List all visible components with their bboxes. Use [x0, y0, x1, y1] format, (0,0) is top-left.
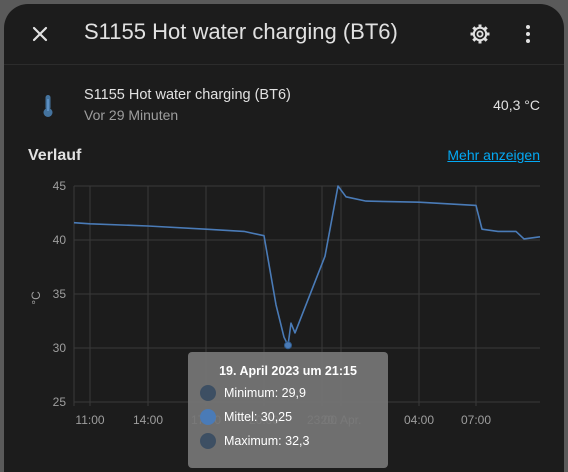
gear-icon: [470, 24, 490, 44]
header-divider: [4, 64, 564, 65]
entity-state: 40,3 °C: [493, 97, 540, 113]
y-tick-label: 25: [53, 395, 67, 409]
x-tick-label: 07:00: [461, 413, 491, 427]
tooltip-row-maximum: Maximum: 32,3: [200, 432, 309, 450]
x-tick-label: 04:00: [404, 413, 434, 427]
legend-dot-icon: [200, 385, 216, 401]
tooltip-row-mean: Mittel: 30,25: [200, 408, 292, 426]
y-tick-label: 35: [53, 287, 67, 301]
dots-vertical-icon: [526, 25, 530, 43]
tooltip-row-minimum: Minimum: 29,9: [200, 384, 306, 402]
show-more-link[interactable]: Mehr anzeigen: [447, 147, 540, 163]
entity-name: S1155 Hot water charging (BT6): [84, 87, 291, 103]
settings-button[interactable]: [464, 18, 496, 50]
tooltip-minimum: Minimum: 29,9: [224, 386, 306, 400]
close-icon: [32, 26, 48, 42]
tooltip-title: 19. April 2023 um 21:15: [219, 364, 357, 378]
dialog-header: S1155 Hot water charging (BT6): [4, 4, 564, 68]
more-options-button[interactable]: [512, 18, 544, 50]
y-tick-label: 45: [53, 179, 67, 193]
last-changed: Vor 29 Minuten: [84, 107, 179, 123]
history-title: Verlauf: [28, 147, 82, 164]
tooltip-mean: Mittel: 30,25: [224, 410, 293, 424]
hover-point[interactable]: [284, 341, 292, 350]
y-axis-label: °C: [29, 291, 43, 305]
chart-tooltip: 19. April 2023 um 21:15 Minimum: 29,9 Mi…: [188, 352, 388, 468]
x-tick-label: 14:00: [133, 413, 163, 427]
series-line: [73, 185, 541, 347]
more-info-dialog: S1155 Hot water charging (BT6): [4, 4, 564, 472]
thermometer-icon: [43, 95, 53, 117]
tooltip-maximum: Maximum: 32,3: [224, 434, 310, 448]
legend-dot-icon: [200, 409, 216, 425]
legend-dot-icon: [200, 433, 216, 449]
dialog-title: S1155 Hot water charging (BT6): [84, 19, 398, 44]
y-tick-label: 40: [53, 233, 67, 247]
y-tick-label: 30: [53, 341, 67, 355]
close-button[interactable]: [24, 18, 56, 50]
x-tick-label: 11:00: [75, 413, 104, 427]
